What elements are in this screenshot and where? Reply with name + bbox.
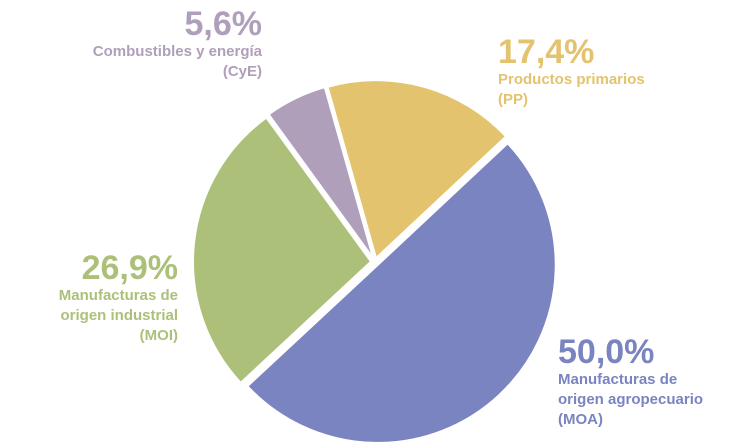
slice-label: 17,4% Productos primarios (PP) xyxy=(498,34,645,110)
pie-slice xyxy=(267,85,375,259)
value-label: 17,4% xyxy=(498,33,595,71)
value-label: 5,6% xyxy=(184,5,263,43)
category-label: Combustibles y energía (CyE) xyxy=(92,43,262,80)
slice-label: 26,9% Manufacturas de origen industrial (… xyxy=(59,250,178,346)
value-label: 50,0% xyxy=(558,333,655,371)
category-label: Manufacturas de origen agropecuario (MOA… xyxy=(558,371,704,428)
slice-label: 5,6% Combustibles y energía (CyE) xyxy=(93,6,262,82)
pie-slice xyxy=(192,116,373,385)
value-label: 26,9% xyxy=(81,249,178,287)
slice-label: 50,0% Manufacturas de origen agropecuario… xyxy=(558,334,703,430)
category-label: Manufacturas de origen industrial (MOI) xyxy=(58,287,178,344)
pie-slice xyxy=(326,79,508,260)
pie-slice xyxy=(246,141,557,443)
category-label: Productos primarios (PP) xyxy=(498,71,645,108)
